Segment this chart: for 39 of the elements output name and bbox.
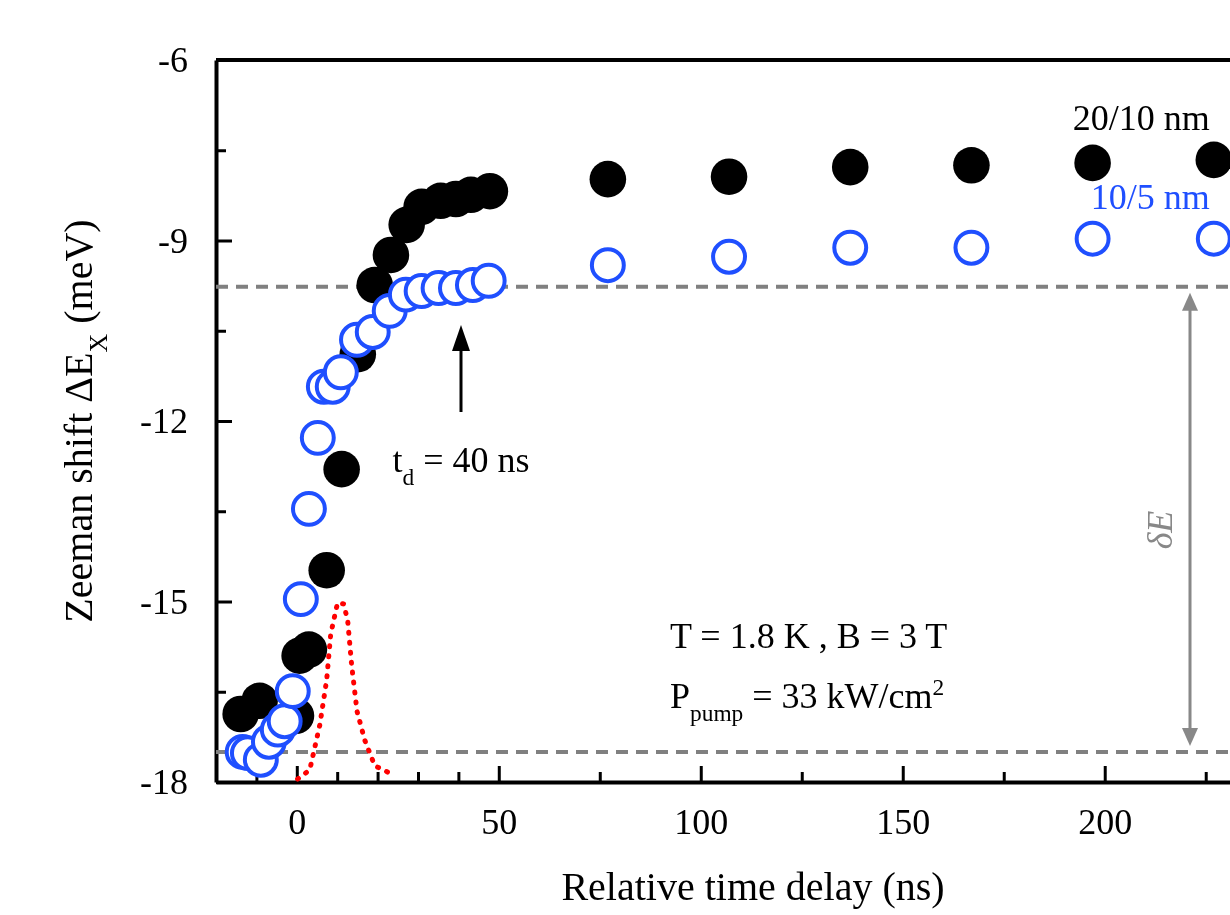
y-tick-label: -12 [140, 401, 188, 442]
y-tick-label: -6 [158, 40, 188, 81]
point [299, 419, 336, 456]
point [1074, 144, 1111, 182]
point [266, 703, 303, 740]
point [711, 238, 747, 275]
point [470, 262, 507, 299]
annotation: δE [1140, 510, 1180, 550]
x-tick-label: 0 [288, 801, 307, 842]
point [1074, 220, 1111, 257]
point [290, 490, 327, 527]
point [710, 158, 748, 195]
annotation: t$_{d}$ = 40 ns [392, 440, 530, 490]
point [322, 354, 359, 391]
point [953, 229, 990, 266]
x-tick-label: 200 [1078, 801, 1133, 842]
point [589, 160, 627, 198]
point [832, 229, 869, 266]
point [1195, 220, 1230, 257]
x-tick-label: 100 [674, 801, 729, 842]
point [589, 247, 626, 284]
y-tick-label: -18 [140, 762, 188, 803]
x-axis-title: Relative time delay (ns) [561, 864, 945, 909]
annotation: T = 1.8 K , B = 3 T [670, 616, 948, 656]
point [372, 236, 410, 274]
point [282, 581, 319, 618]
x-tick-label: 50 [481, 801, 518, 842]
point [274, 673, 311, 710]
point [831, 148, 869, 186]
point [953, 147, 990, 184]
y-tick-label: -9 [158, 220, 188, 261]
point [323, 450, 360, 488]
point [241, 682, 278, 720]
annotation: P$_{pump}$ = 33 kW/cm$^{2}$ [670, 674, 945, 726]
x-tick-label: 150 [876, 801, 931, 842]
point [308, 551, 345, 589]
series-label: 20/10 nm [1072, 97, 1210, 138]
y-tick-label: -15 [140, 581, 188, 622]
series-label: 10/5 nm [1090, 176, 1210, 217]
